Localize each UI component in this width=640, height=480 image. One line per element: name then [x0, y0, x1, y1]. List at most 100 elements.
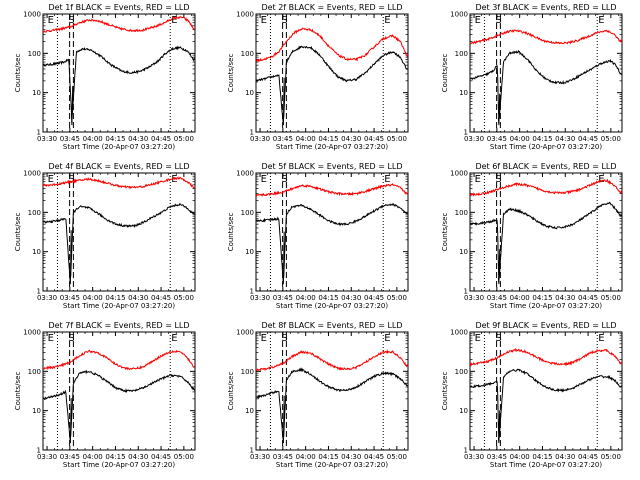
x-tick-label: 04:00 — [83, 135, 103, 143]
marker-letter-start: E — [475, 174, 481, 185]
y-tick-label: 100 — [28, 368, 41, 376]
x-tick-label: 04:00 — [510, 294, 530, 302]
x-tick-label: 03:30 — [464, 135, 484, 143]
series-line-events — [470, 368, 622, 444]
y-tick-label: 100 — [455, 368, 468, 376]
y-tick-label: 1 — [37, 288, 41, 296]
marker-letter-start: E — [48, 333, 54, 344]
panel-det-1: Det 1f BLACK = Events, RED = LLD 1 10 100 10… — [14, 3, 196, 151]
plot-frame — [42, 331, 196, 451]
y-axis-label: Counts/sec — [227, 54, 235, 93]
series-line-events — [470, 201, 622, 285]
x-axis-label: Start Time (20-Apr-07 03:27:20) — [276, 461, 388, 469]
y-tick-label: 100 — [28, 209, 41, 217]
panel-det-8: Det 8f BLACK = Events, RED = LLD 1 10 100 10… — [227, 321, 409, 469]
x-tick-label: 05:00 — [601, 453, 621, 461]
marker-letter-start: E — [48, 15, 54, 26]
x-tick-label: 04:45 — [578, 135, 598, 143]
marker-letter-end: E — [598, 333, 604, 344]
x-tick-label: 04:15 — [532, 135, 552, 143]
panel-det-4: Det 4f BLACK = Events, RED = LLD 1 10 100 10… — [14, 162, 196, 310]
x-axis-label: Start Time (20-Apr-07 03:27:20) — [63, 461, 175, 469]
x-tick-label: 04:30 — [555, 135, 575, 143]
y-tick-label: 1 — [37, 129, 41, 137]
marker-letter-mid: S — [68, 333, 74, 344]
x-tick-label: 04:30 — [555, 453, 575, 461]
y-axis-label: Counts/sec — [14, 213, 22, 252]
x-tick-label: 05:00 — [387, 135, 407, 143]
marker-letter-mid: S — [68, 15, 74, 26]
series-line-lld — [256, 183, 408, 198]
x-tick-label: 04:30 — [341, 453, 361, 461]
y-axis-label: Counts/sec — [441, 54, 449, 93]
y-axis-label: Counts/sec — [441, 372, 449, 411]
x-tick-label: 05:00 — [174, 135, 194, 143]
x-tick-label: 04:45 — [151, 294, 171, 302]
series-line-lld — [43, 176, 195, 190]
x-tick-label: 03:30 — [250, 135, 270, 143]
x-tick-label: 03:45 — [273, 453, 293, 461]
y-axis-label: Counts/sec — [14, 372, 22, 411]
y-tick-label: 1000 — [236, 11, 254, 19]
y-tick-label: 1000 — [236, 170, 254, 178]
x-tick-label: 05:00 — [387, 294, 407, 302]
marker-letter-end: E — [384, 15, 390, 26]
plot-frame — [469, 13, 623, 133]
x-tick-label: 05:00 — [387, 453, 407, 461]
y-tick-label: 10 — [32, 89, 41, 97]
x-tick-label: 04:45 — [151, 453, 171, 461]
x-tick-label: 04:15 — [318, 453, 338, 461]
marker-letter-end: E — [171, 15, 177, 26]
series-line-events — [256, 45, 408, 126]
x-axis-label: Start Time (20-Apr-07 03:27:20) — [276, 302, 388, 310]
y-tick-label: 10 — [459, 248, 468, 256]
y-tick-label: 1 — [250, 447, 254, 455]
panel-det-2: Det 2f BLACK = Events, RED = LLD 1 10 100 10… — [227, 3, 409, 151]
x-tick-label: 04:45 — [364, 294, 384, 302]
x-tick-label: 04:00 — [296, 453, 316, 461]
panel-det-3: Det 3f BLACK = Events, RED = LLD 1 10 100 10… — [441, 3, 623, 151]
y-tick-label: 100 — [455, 209, 468, 217]
plot-frame — [255, 331, 409, 451]
marker-letter-mid: S — [495, 15, 501, 26]
marker-letter-mid: S — [281, 15, 287, 26]
x-tick-label: 03:45 — [60, 453, 80, 461]
y-tick-label: 100 — [28, 50, 41, 58]
plot-frame — [469, 172, 623, 292]
panel-title: Det 3f BLACK = Events, RED = LLD — [475, 3, 616, 12]
marker-letter-end: E — [598, 15, 604, 26]
y-tick-label: 100 — [241, 368, 254, 376]
x-tick-label: 05:00 — [601, 135, 621, 143]
y-tick-label: 10 — [32, 407, 41, 415]
panel-title: Det 7f BLACK = Events, RED = LLD — [48, 321, 189, 330]
x-tick-label: 05:00 — [174, 294, 194, 302]
panel-det-9: Det 9f BLACK = Events, RED = LLD 1 10 100 10… — [441, 321, 623, 469]
y-tick-label: 1 — [464, 288, 468, 296]
y-tick-label: 100 — [241, 209, 254, 217]
x-tick-label: 03:45 — [487, 453, 507, 461]
x-axis-label: Start Time (20-Apr-07 03:27:20) — [63, 143, 175, 151]
x-tick-label: 04:15 — [532, 294, 552, 302]
marker-letter-mid: S — [68, 174, 74, 185]
x-tick-label: 03:30 — [464, 453, 484, 461]
marker-letter-end: E — [598, 174, 604, 185]
y-tick-label: 1000 — [23, 329, 41, 337]
x-tick-label: 04:00 — [510, 135, 530, 143]
x-tick-label: 04:15 — [318, 294, 338, 302]
marker-letter-start: E — [261, 333, 267, 344]
y-axis-label: Counts/sec — [14, 54, 22, 93]
marker-letter-mid: S — [281, 333, 287, 344]
marker-letter-start: E — [261, 15, 267, 26]
x-tick-label: 03:45 — [273, 294, 293, 302]
marker-letter-end: E — [384, 174, 390, 185]
marker-letter-start: E — [48, 174, 54, 185]
panel-title: Det 8f BLACK = Events, RED = LLD — [261, 321, 402, 330]
series-line-events — [43, 203, 195, 285]
x-tick-label: 04:30 — [128, 294, 148, 302]
y-tick-label: 1000 — [23, 170, 41, 178]
series-line-lld — [470, 29, 622, 45]
series-line-events — [43, 45, 195, 126]
panel-det-7: Det 7f BLACK = Events, RED = LLD 1 10 100 10… — [14, 321, 196, 469]
panel-title: Det 6f BLACK = Events, RED = LLD — [475, 162, 616, 171]
